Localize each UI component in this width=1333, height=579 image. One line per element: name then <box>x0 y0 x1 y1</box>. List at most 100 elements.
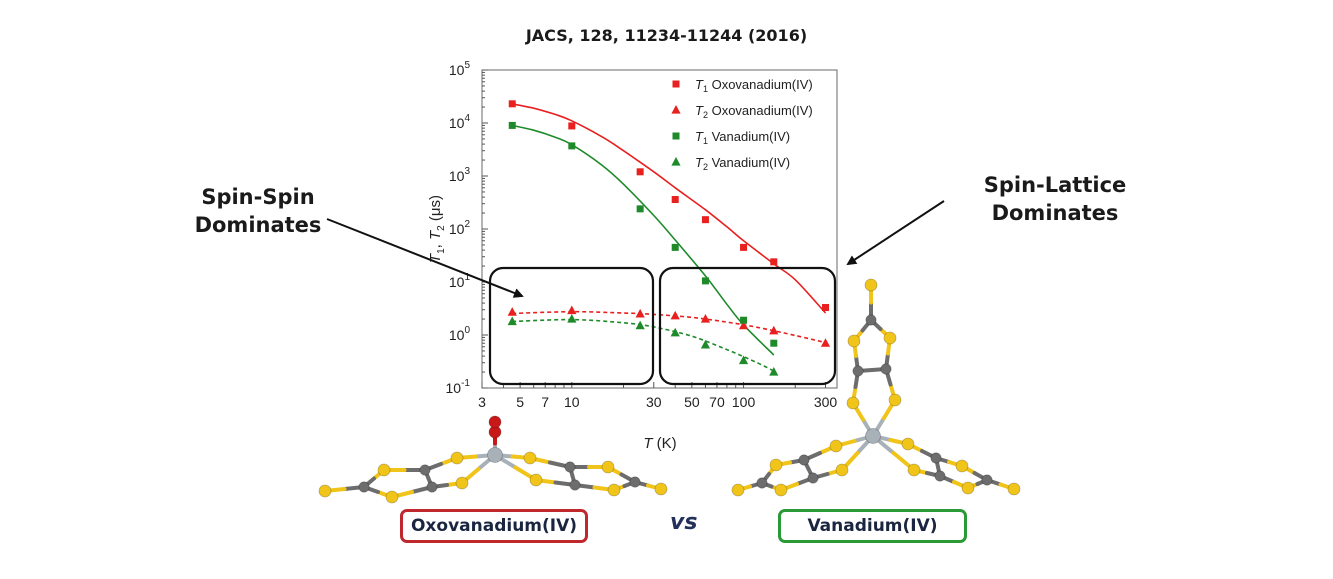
y-tick-label: 100 <box>449 325 471 343</box>
data-point <box>738 320 749 330</box>
vanadium-molecule-icon <box>731 278 1021 497</box>
data-point <box>670 327 680 337</box>
data-point <box>740 243 748 251</box>
x-tick-label: 3 <box>478 394 486 410</box>
spin-spin-arrow <box>326 218 524 298</box>
oxovanadium-label: Oxovanadium(IV) <box>400 509 588 543</box>
spin-lattice-arrow <box>846 200 945 266</box>
atom <box>961 481 975 495</box>
data-point <box>508 100 516 108</box>
atom <box>731 483 745 497</box>
atom <box>769 458 783 472</box>
spin-spin-line-1: Spin-Spin <box>201 185 315 209</box>
atom <box>847 334 861 348</box>
data-point <box>635 308 645 318</box>
legend-label: T1 Oxovanadium(IV) <box>695 77 813 94</box>
data-point <box>635 320 645 330</box>
data-point <box>700 339 711 349</box>
atom <box>523 451 537 465</box>
oxovanadium-molecule-icon <box>318 415 668 504</box>
spin-spin-line-2: Dominates <box>194 213 322 237</box>
atom <box>774 483 788 497</box>
x-tick-label: 300 <box>814 394 838 410</box>
data-point <box>671 196 679 204</box>
atom <box>419 464 431 476</box>
atom <box>930 452 942 464</box>
data-point <box>567 314 577 323</box>
y-axis-label: T1, T2 (μs) <box>427 195 447 263</box>
legend-marker <box>671 105 681 114</box>
y-tick-label: 104 <box>449 113 471 131</box>
atom <box>318 484 332 498</box>
atom <box>865 314 877 326</box>
atom <box>564 461 576 473</box>
atom <box>654 482 668 496</box>
atom <box>852 365 864 377</box>
atom <box>450 451 464 465</box>
x-tick-label: 5 <box>516 394 524 410</box>
atom <box>880 363 892 375</box>
data-point <box>671 243 679 251</box>
atom <box>607 483 621 497</box>
fit-curve <box>512 318 775 372</box>
data-point <box>507 316 517 326</box>
y-tick-label: 102 <box>449 219 471 237</box>
legend-label: T2 Vanadium(IV) <box>695 155 790 172</box>
legend-marker <box>671 157 681 166</box>
spin-spin-annotation: Spin-Spin Dominates <box>168 183 348 239</box>
data-point <box>820 338 831 347</box>
atom <box>865 428 881 444</box>
data-point <box>508 121 516 129</box>
atom <box>358 481 370 493</box>
atom <box>426 481 438 493</box>
data-point <box>507 307 517 316</box>
atom <box>377 463 391 477</box>
x-tick-label: 100 <box>732 394 756 410</box>
citation-header: JACS, 128, 11234-11244 (2016) <box>525 26 808 45</box>
data-point <box>769 367 779 376</box>
x-tick-label: 70 <box>709 394 725 410</box>
atom <box>798 454 810 466</box>
atom <box>864 278 878 292</box>
legend-marker <box>672 80 680 88</box>
fit-curve <box>512 124 775 356</box>
spin-lattice-line-1: Spin-Lattice <box>983 173 1127 197</box>
atom <box>529 473 543 487</box>
atom <box>934 470 946 482</box>
data-point <box>770 339 778 347</box>
data-point <box>670 310 680 320</box>
data-point <box>636 205 644 213</box>
spin-lattice-line-2: Dominates <box>991 201 1119 225</box>
x-axis-label: T (K) <box>643 435 676 452</box>
legend-label: T2 Oxovanadium(IV) <box>695 103 813 120</box>
data-point <box>822 304 830 312</box>
legend-marker <box>672 132 680 140</box>
atom <box>907 463 921 477</box>
atom <box>569 479 581 491</box>
atom <box>601 460 615 474</box>
fit-curve <box>512 310 826 344</box>
atom <box>455 476 469 490</box>
data-point <box>740 316 748 324</box>
atom <box>883 331 897 345</box>
atom <box>385 490 399 504</box>
atom <box>846 396 860 410</box>
data-point <box>567 305 577 315</box>
chart-legend: T1 Oxovanadium(IV) T2 Oxovanadium(IV) T1 V… <box>671 77 813 172</box>
atom <box>807 472 819 484</box>
y-tick-label: 103 <box>449 166 471 184</box>
data-points <box>507 100 831 376</box>
atom <box>1007 482 1021 496</box>
relaxation-chart: 3 5 7 10 30 50 70 100 30010-1100101102103104105 … <box>427 60 838 452</box>
versus-label: vs <box>670 510 698 535</box>
atom <box>981 474 993 486</box>
atom <box>901 437 915 451</box>
legend-label: T1 Vanadium(IV) <box>695 129 790 146</box>
atom <box>888 393 902 407</box>
data-point <box>769 325 779 335</box>
spin-lattice-annotation: Spin-Lattice Dominates <box>960 171 1150 227</box>
data-point <box>568 142 576 150</box>
x-tick-label: 50 <box>684 394 700 410</box>
data-point <box>701 277 709 285</box>
